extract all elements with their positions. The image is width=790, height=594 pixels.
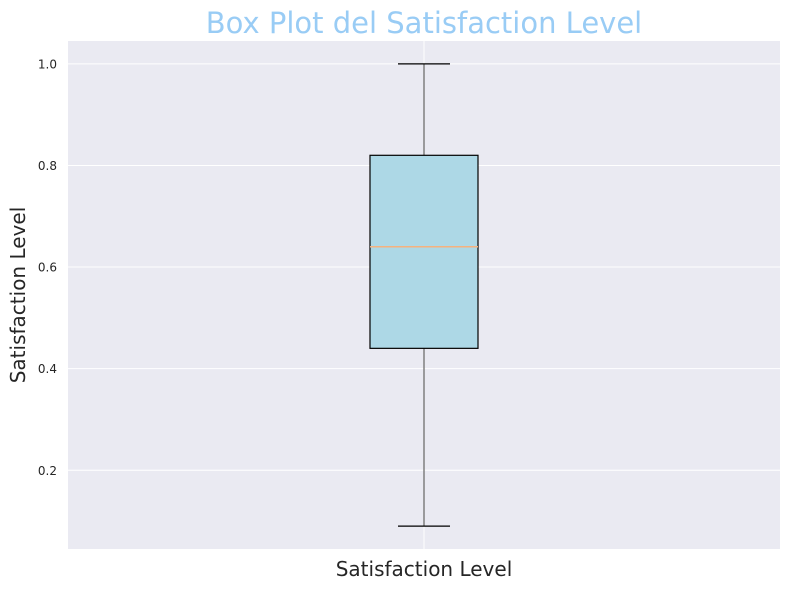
- chart-title: Box Plot del Satisfaction Level: [206, 6, 643, 40]
- y-tick-label: 0.4: [38, 362, 57, 376]
- y-tick-label: 0.6: [38, 261, 57, 275]
- box-marks: [369, 63, 479, 527]
- x-axis-label: Satisfaction Level: [336, 557, 513, 581]
- y-tick-labels: 0.2 0.4 0.6 0.8 1.0: [38, 57, 57, 477]
- iqr-box: [369, 154, 479, 349]
- y-tick-label: 1.0: [38, 57, 57, 71]
- y-tick-label: 0.2: [38, 464, 57, 478]
- y-axis-label: Satisfaction Level: [6, 207, 30, 384]
- y-tick-label: 0.8: [38, 159, 57, 173]
